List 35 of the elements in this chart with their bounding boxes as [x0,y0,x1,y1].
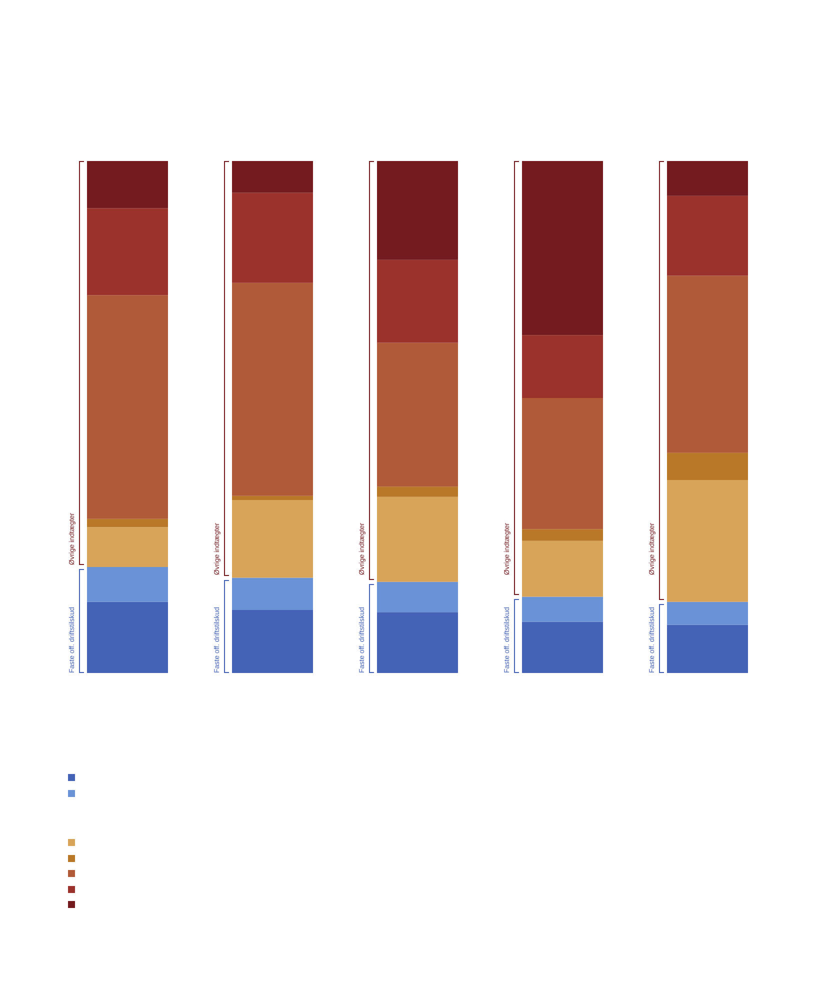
bar [232,282,313,496]
bar [87,527,168,568]
bar [232,192,313,283]
bar [232,500,313,578]
bar [522,622,603,673]
bar [377,612,458,673]
bar [522,335,603,398]
bar [232,496,313,500]
bar [232,610,313,673]
bar [667,161,748,196]
bar [522,596,603,622]
bar [377,582,458,612]
bar [87,208,168,296]
bar [667,480,748,602]
bar [377,161,458,260]
bar [87,518,168,528]
bar [667,602,748,625]
bar [667,276,748,453]
bar [377,486,458,497]
bar [522,398,603,530]
bar [522,161,603,336]
bar [667,452,748,480]
bar [667,624,748,673]
bar [377,260,458,343]
bar [232,578,313,610]
bar [522,529,603,541]
bar [377,342,458,487]
bar [522,540,603,597]
bar [87,295,168,519]
bar [87,161,168,208]
bar [87,602,168,673]
bar [377,496,458,582]
bar [87,567,168,602]
bar [667,196,748,276]
bar [232,161,313,193]
